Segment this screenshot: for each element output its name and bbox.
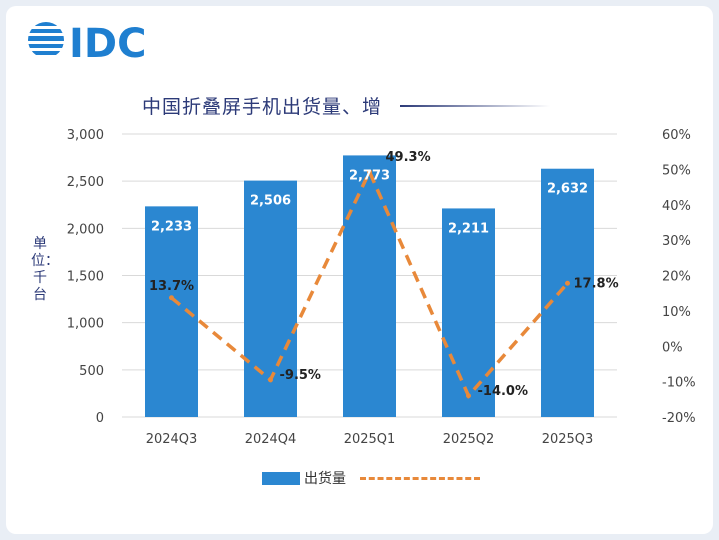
growth-point <box>169 295 174 301</box>
bar-value-label: 2,233 <box>151 219 192 234</box>
growth-point <box>268 377 273 383</box>
legend-bar-label: 出货量 <box>304 471 346 487</box>
y-tick-label-right: 20% <box>662 270 691 285</box>
growth-line <box>170 167 569 399</box>
logo-text: IDC <box>69 21 146 64</box>
x-tick-label: 2024Q4 <box>245 432 297 447</box>
idc-logo-mark: IDC <box>28 21 146 67</box>
growth-point <box>367 169 372 175</box>
y-tick-label-left: 2,500 <box>67 175 104 190</box>
growth-value-label: -9.5% <box>280 368 321 383</box>
chart-panel: IDC 中国折叠屏手机出货量、增 单位：千台 3,000 2,500 2,000 1,… <box>6 6 713 534</box>
y-tick-label-right: 10% <box>662 305 691 320</box>
y-tick-label-left: 0 <box>96 411 104 426</box>
legend-bar-swatch <box>262 471 300 485</box>
y-tick-label-left: 1,500 <box>67 270 104 285</box>
growth-point <box>466 393 471 399</box>
growth-value-label: -14.0% <box>478 384 529 399</box>
idc-logo: IDC <box>26 18 166 68</box>
y-tick-label-right: 0% <box>662 340 683 355</box>
bar <box>343 155 396 417</box>
x-tick-label: 2024Q3 <box>146 432 198 447</box>
y-tick-label-left: 500 <box>79 364 104 379</box>
y-tick-label-left: 3,000 <box>67 128 104 143</box>
y-tick-label-right: 50% <box>662 163 691 178</box>
y-tick-label-right: 30% <box>662 234 691 249</box>
legend-line-swatch <box>360 476 480 480</box>
y-tick-label-right: -10% <box>662 376 696 391</box>
y-tick-label-right: 40% <box>662 199 691 214</box>
y-tick-label-right: 60% <box>662 128 691 143</box>
bar <box>541 168 594 417</box>
y-tick-label-right: -20% <box>662 411 696 426</box>
growth-value-label: 13.7% <box>149 279 194 294</box>
bar-value-label: 2,211 <box>448 221 489 236</box>
x-tick-label: 2025Q1 <box>344 432 396 447</box>
bar-value-label: 2,632 <box>547 182 588 197</box>
growth-value-label: 49.3% <box>386 150 431 165</box>
x-tick-label: 2025Q2 <box>443 432 495 447</box>
growth-point <box>565 280 570 286</box>
legend: 出货量 <box>262 467 480 489</box>
bar <box>442 208 495 417</box>
title-underline <box>400 105 550 107</box>
chart-title: 中国折叠屏手机出货量、增 <box>142 96 383 118</box>
growth-value-label: 17.8% <box>574 276 619 291</box>
y-tick-label-left: 2,000 <box>67 222 104 237</box>
bar-value-label: 2,506 <box>250 194 291 209</box>
y-tick-label-left: 1,000 <box>67 317 104 332</box>
bar-value-label: 2,773 <box>349 168 390 183</box>
x-tick-label: 2025Q3 <box>542 432 594 447</box>
